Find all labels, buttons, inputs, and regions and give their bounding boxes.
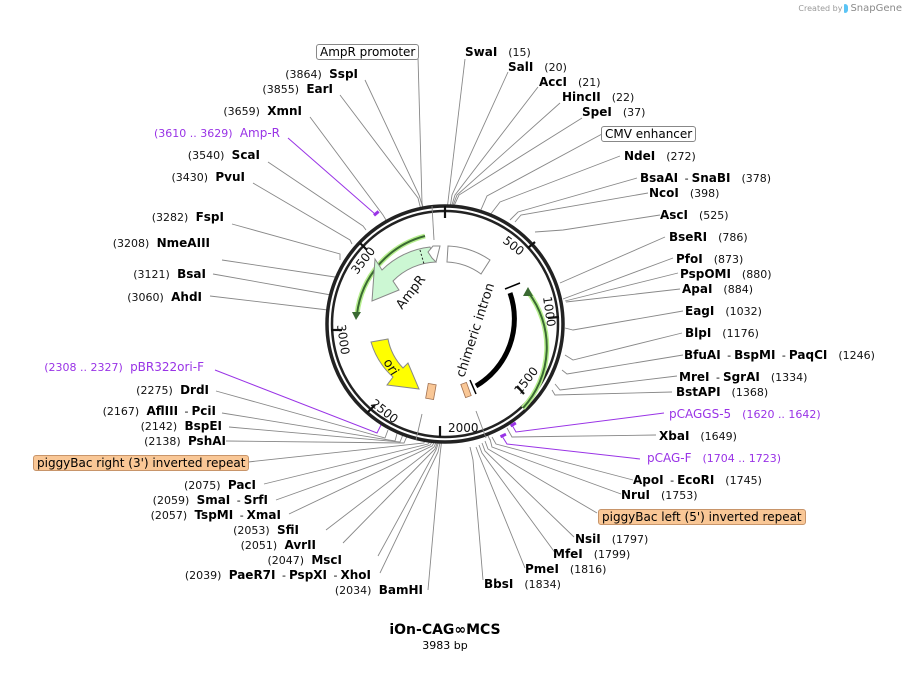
site-pspomi[interactable]: PspOMI (880) [680,267,772,281]
site-tspmi-xmai[interactable]: (2057) TspMI - XmaI [150,508,281,522]
site-afliii-pcii[interactable]: (2167) AflIII - PciI [102,404,216,418]
site-scai[interactable]: (3540) ScaI [187,148,260,162]
site-eari[interactable]: (3855) EarI [262,82,333,96]
site-asci[interactable]: AscI (525) [660,208,729,222]
site-swai[interactable]: SwaI (15) [465,45,531,59]
primer-pcag-f[interactable]: pCAG-F (1704 .. 1723) [647,451,782,465]
chimeric-intron-feature[interactable] [474,292,517,389]
site-xbai[interactable]: XbaI (1649) [659,429,737,443]
site-sspi[interactable]: (3864) SspI [285,67,358,81]
site-bseri[interactable]: BseRI (786) [669,230,748,244]
site-acci[interactable]: AccI (21) [539,75,601,89]
site-pmei[interactable]: PmeI (1816) [525,562,607,576]
arrow-head-icon [523,287,533,296]
intron-end-cap [504,282,521,290]
ampr-gene-arrow[interactable] [371,246,437,302]
site-pvui[interactable]: (3430) PvuI [171,170,245,184]
inner-leaders [415,205,487,441]
site-bstapi[interactable]: BstAPI (1368) [676,385,769,399]
site-mfei[interactable]: MfeI (1799) [553,547,631,561]
site-pshai[interactable]: (2138) PshAI [144,434,226,448]
site-apai[interactable]: ApaI (884) [682,282,754,296]
site-bamhi[interactable]: (2034) BamHI [334,583,423,597]
site-hincii[interactable]: HincII (22) [562,90,635,104]
site-nrui[interactable]: NruI (1753) [621,488,698,502]
svg-text:3000: 3000 [334,323,352,355]
site-sali[interactable]: SalI (20) [508,60,567,74]
site-mrei-sgrai[interactable]: MreI - SgrAI (1334) [679,370,808,384]
site-apoi-ecori[interactable]: ApoI - EcoRI (1745) [633,473,762,487]
tick-marks [331,206,560,437]
site-paci[interactable]: (2075) PacI [183,478,256,492]
snapgene-logo-icon [844,4,849,13]
cmv-enhancer-feature[interactable] [446,245,491,275]
ampr-promoter-arrow[interactable] [427,245,441,263]
site-ahdi[interactable]: (3060) AhdI [127,290,202,304]
primer-pbr322ori-f[interactable]: (2308 .. 2327) pBR322ori-F [44,360,204,374]
site-eagi[interactable]: EagI (1032) [685,304,762,318]
site-pfoi[interactable]: PfoI (873) [676,252,744,266]
plasmid-length: 3983 bp [422,639,468,652]
site-msci[interactable]: (2047) MscI [267,553,342,567]
site-ncoi[interactable]: NcoI (398) [649,186,720,200]
arrow-head-icon [352,312,361,320]
site-bsaai-snabi[interactable]: BsaAI - SnaBI (378) [640,171,772,185]
intron-end-cap [469,379,477,395]
site-drdi[interactable]: (2275) DrdI [136,383,209,397]
svg-text:2000: 2000 [448,421,479,435]
site-nsii[interactable]: NsiI (1797) [575,532,649,546]
site-spei[interactable]: SpeI (37) [582,105,646,119]
credit-prefix: Created by [798,4,843,13]
site-blpi[interactable]: BlpI (1176) [685,326,759,340]
piggybac-right-block[interactable] [425,382,437,401]
primer-amp-r[interactable]: (3610 .. 3629) Amp-R [153,126,280,140]
site-bfuai-bspmi-paqci[interactable]: BfuAI - BspMI - PaqCI (1246) [684,348,875,362]
site-bbsi[interactable]: BbsI (1834) [484,577,561,591]
backbone-ring [325,204,565,444]
site-fspi[interactable]: (3282) FspI [151,210,224,224]
snapgene-credit: Created by SnapGene [798,3,902,14]
site-avrii[interactable]: (2051) AvrII [240,538,316,552]
site-sfii[interactable]: (2053) SfiI [233,523,299,537]
ori-feature[interactable] [370,338,420,390]
site-paer7i-pspxi-xhoi[interactable]: (2039) PaeR7I - PspXI - XhoI [184,568,371,582]
ampr-dotted-marker [419,249,425,265]
feature-piggybac-right[interactable]: piggyBac right (3') inverted repeat [33,455,250,471]
feature-cmv-enhancer[interactable]: CMV enhancer [601,126,697,142]
credit-brand: SnapGene [850,3,902,14]
cag-direction-arrow [522,291,548,409]
site-bspei[interactable]: (2142) BspEI [140,419,222,433]
site-xmni[interactable]: (3659) XmnI [223,104,302,118]
feature-ampr-promoter[interactable]: AmpR promoter [316,44,420,60]
site-ndei[interactable]: NdeI (272) [624,149,696,163]
site-bsai[interactable]: (3121) BsaI [133,267,206,281]
primer-leaders [214,137,665,460]
piggybac-left-block[interactable] [460,381,472,399]
site-nmeaiii[interactable]: (3208) NmeAIII [112,236,210,250]
site-smai-srfi[interactable]: (2059) SmaI - SrfI [152,493,268,507]
plasmid-name: iOn-CAG∞MCS [389,622,501,638]
feature-piggybac-left[interactable]: piggyBac left (5') inverted repeat [598,509,806,525]
primer-pcaggs-5[interactable]: pCAGGS-5 (1620 .. 1642) [669,407,821,421]
